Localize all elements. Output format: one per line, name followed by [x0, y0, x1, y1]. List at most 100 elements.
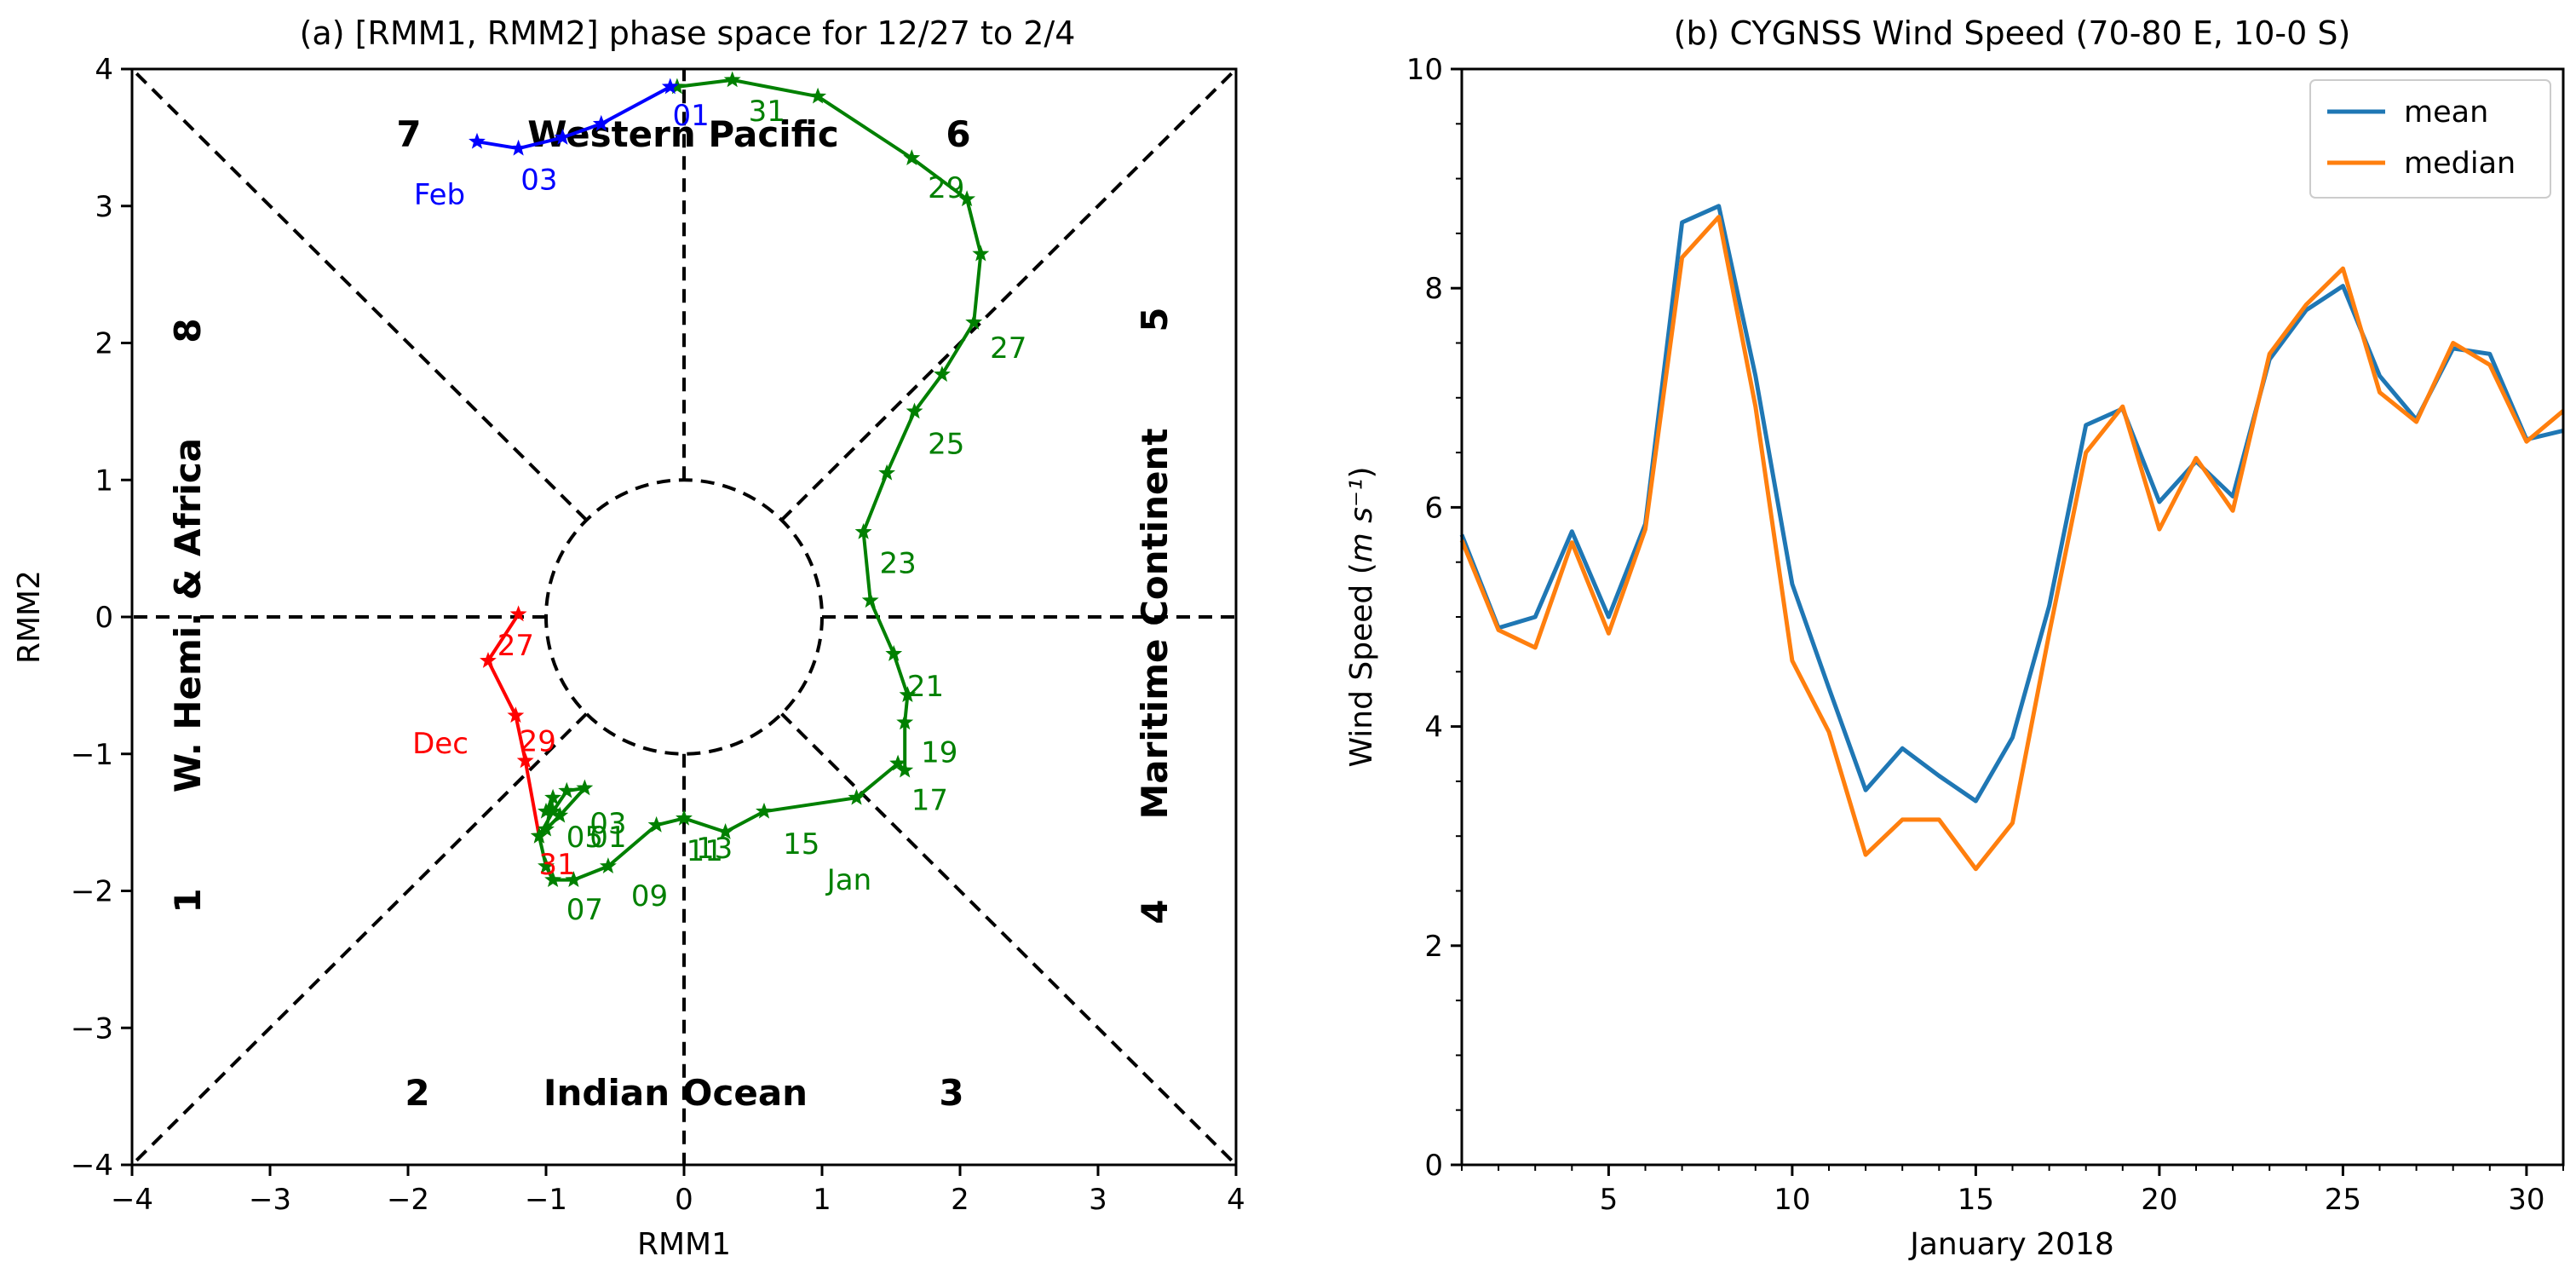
wind-plot-frame — [1460, 67, 2565, 1167]
trajectory-jan — [530, 71, 990, 888]
wind-x-tick-label: 20 — [2141, 1183, 2177, 1217]
trajectory-marker-jan — [544, 788, 562, 805]
trajectory-marker-dec — [480, 651, 497, 668]
wind-y-axis: 0 2 4 6 8 10 — [1406, 53, 1462, 1183]
wind-y-axis-label: Wind Speed (m s⁻¹) — [1344, 466, 1379, 767]
phase-x-axis-label: RMM1 — [637, 1227, 731, 1262]
phase-y-tick-label: −1 — [71, 738, 113, 772]
phase-x-tick-label: 0 — [675, 1183, 693, 1217]
phase-labels: 1 2 3 4 5 6 7 8 Indian Ocean Western Pac… — [167, 113, 1176, 1114]
trajectory-marker-feb — [661, 78, 679, 95]
wind-x-tick-label: 5 — [1600, 1183, 1619, 1217]
day-label-dec: 31 — [538, 848, 575, 882]
month-label-feb: Feb — [414, 178, 465, 212]
trajectory-marker-jan — [676, 809, 693, 826]
wind-y-tick-label: 6 — [1424, 491, 1443, 525]
legend-mean-label: mean — [2404, 95, 2488, 130]
day-label-jan: 05 — [566, 821, 603, 855]
amplitude-one-circle — [544, 478, 824, 756]
trajectory-marker-jan — [756, 802, 773, 819]
phase-4-label: 4 — [1134, 899, 1176, 924]
trajectory-marker-jan — [538, 802, 555, 819]
day-label-jan: 09 — [631, 879, 668, 913]
wind-y-tick-label: 10 — [1406, 53, 1443, 87]
trajectory-marker-jan — [958, 190, 976, 207]
day-label-jan: 15 — [783, 827, 819, 861]
phase-x-tick-label: 3 — [1089, 1183, 1107, 1217]
wind-y-tick-label: 2 — [1424, 930, 1443, 964]
day-label-jan: 03 — [589, 807, 626, 841]
indian-ocean-label: Indian Ocean — [543, 1072, 808, 1114]
phase-divider-diagonal-upper-left — [130, 67, 588, 521]
trajectory-marker-jan — [576, 779, 594, 796]
day-label-jan: 23 — [879, 546, 916, 580]
wind-y-tick-label: 4 — [1424, 711, 1443, 745]
phase-y-tick-label: 1 — [95, 464, 113, 498]
phase-x-tick-label: −3 — [249, 1183, 291, 1217]
trajectory-marker-jan — [972, 245, 990, 262]
phase-divider-diagonal-upper-right — [780, 67, 1238, 521]
trajectory-marker-jan — [965, 313, 983, 330]
wind-y-tick-label: 0 — [1424, 1149, 1443, 1183]
day-label-jan: 25 — [928, 428, 964, 462]
trajectory-marker-feb — [592, 114, 610, 131]
phase-2-label: 2 — [405, 1072, 429, 1114]
trajectory-feb — [469, 78, 679, 156]
phase-y-axis-label: RMM2 — [12, 570, 47, 664]
phase-7-label: 7 — [396, 113, 421, 155]
day-label-jan: 31 — [749, 95, 785, 129]
phase-y-tick-label: 3 — [95, 190, 113, 224]
trajectory-marker-jan — [903, 149, 921, 165]
phase-x-tick-label: −4 — [111, 1183, 153, 1217]
day-label-jan: 07 — [566, 893, 603, 927]
trajectory-marker-jan — [896, 761, 914, 778]
trajectory-marker-jan — [723, 71, 741, 88]
phase-8-label: 8 — [167, 318, 209, 343]
wind-speed-panel: (b) CYGNSS Wind Speed (70-80 E, 10-0 S) … — [1344, 14, 2565, 1262]
trajectory-marker-jan — [848, 788, 865, 805]
day-label-jan: 21 — [907, 670, 944, 704]
trajectory-marker-feb — [469, 132, 486, 149]
day-label-dec: 29 — [520, 724, 556, 758]
day-label-feb: 01 — [672, 99, 709, 133]
phase-x-tick-label: −2 — [387, 1183, 429, 1217]
phase-3-label: 3 — [939, 1072, 963, 1114]
trajectory-marker-jan — [878, 464, 896, 481]
wind-speed-lines — [1459, 204, 2565, 872]
day-label-jan: 11 — [687, 834, 723, 868]
wind-x-tick-label: 25 — [2325, 1183, 2361, 1217]
trajectory-marker-jan — [885, 644, 903, 661]
trajectory-marker-jan — [861, 591, 879, 608]
trajectory-marker-jan — [647, 815, 665, 833]
wind-x-axis: 5 10 15 20 25 30 — [1461, 1165, 2564, 1217]
phase-1-label: 1 — [167, 888, 209, 913]
phase-x-tick-label: −1 — [525, 1183, 567, 1217]
phase-x-tick-label: 2 — [951, 1183, 969, 1217]
trajectory-marker-jan — [599, 857, 617, 873]
day-label-jan: 27 — [990, 331, 1026, 366]
trajectory-marker-jan — [551, 806, 569, 823]
phase-y-axis: −4 −3 −2 −1 0 1 2 3 4 — [71, 53, 132, 1183]
day-label-feb: 03 — [520, 163, 557, 197]
wind-x-axis-label: January 2018 — [1908, 1227, 2114, 1262]
trajectory-marker-jan — [716, 822, 734, 839]
legend: mean median — [2309, 79, 2551, 199]
phase-5-label: 5 — [1134, 307, 1176, 331]
trajectory-marker-jan — [889, 754, 907, 771]
wind-x-tick-label: 10 — [1774, 1183, 1810, 1217]
phase-trajectories — [469, 71, 990, 888]
phase-y-tick-label: 4 — [95, 53, 113, 87]
trajectory-marker-jan — [538, 857, 555, 873]
trajectory-marker-feb — [554, 128, 572, 145]
trajectory-line-jan — [537, 78, 983, 882]
phase-space-panel: (a) [RMM1, RMM2] phase space for 12/27 t… — [12, 14, 1245, 1262]
month-label-dec: Dec — [412, 727, 469, 761]
trajectory-marker-jan — [558, 781, 576, 798]
phase-x-axis: −4 −3 −2 −1 0 1 2 3 4 — [111, 1165, 1245, 1217]
maritime-continent-label: Maritime Continent — [1134, 428, 1176, 819]
legend-median-label: median — [2404, 147, 2516, 181]
wind-y-tick-label: 8 — [1424, 272, 1443, 306]
trajectory-marker-jan — [899, 686, 917, 703]
